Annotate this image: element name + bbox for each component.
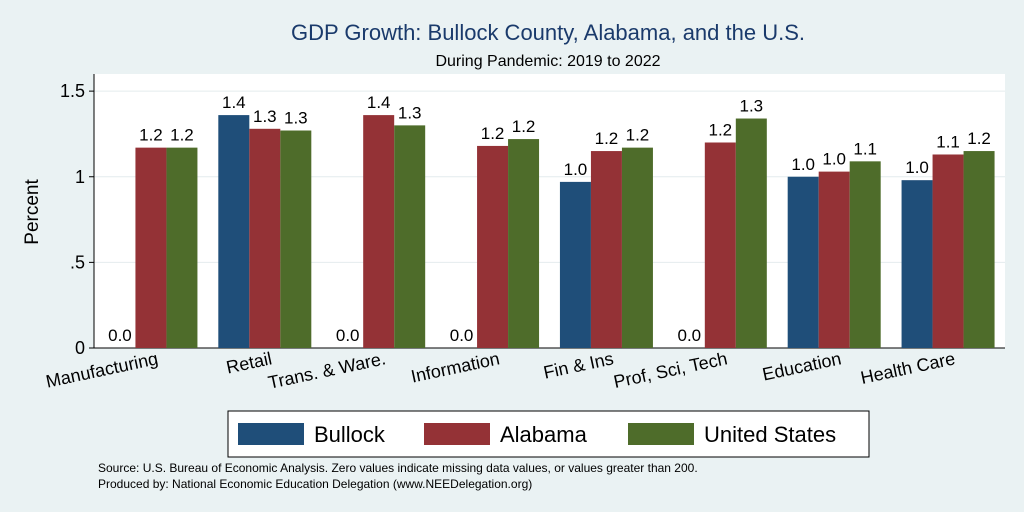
data-label: 0.0 — [108, 326, 132, 345]
x-category-label: Fin & Ins — [542, 348, 616, 382]
x-category-label: Health Care — [859, 348, 957, 388]
source-note: Source: U.S. Bureau of Economic Analysis… — [98, 461, 698, 475]
data-label: 1.4 — [367, 93, 391, 112]
data-label: 1.2 — [626, 126, 650, 145]
bar — [363, 115, 395, 348]
legend-swatch — [424, 423, 490, 445]
bar — [787, 176, 819, 348]
bar — [508, 139, 540, 348]
x-category-label: Manufacturing — [44, 348, 160, 391]
legend-label: Bullock — [314, 422, 386, 447]
bar — [135, 147, 167, 348]
bar — [621, 147, 653, 348]
chart-subtitle: During Pandemic: 2019 to 2022 — [435, 53, 660, 70]
bar — [704, 142, 736, 348]
x-category-label: Trans. & Ware. — [266, 348, 387, 392]
legend-swatch — [238, 423, 304, 445]
bar — [590, 151, 622, 348]
bar — [218, 115, 250, 348]
data-label: 1.0 — [791, 155, 815, 174]
data-label: 1.1 — [936, 132, 960, 151]
legend: Bullock Alabama United States — [227, 410, 870, 458]
bar — [166, 147, 198, 348]
bar — [963, 151, 995, 348]
data-label: 1.3 — [253, 107, 277, 126]
bar — [932, 154, 964, 348]
x-category-label: Prof, Sci, Tech — [612, 348, 729, 392]
bar — [477, 145, 509, 348]
data-label: 1.3 — [398, 103, 422, 122]
chart-title: GDP Growth: Bullock County, Alabama, and… — [291, 20, 805, 45]
y-axis-label: Percent — [22, 179, 43, 245]
data-label: 0.0 — [677, 326, 701, 345]
bar — [559, 181, 591, 348]
data-label: 1.2 — [481, 124, 505, 143]
bar — [249, 128, 281, 348]
x-category-label: Education — [761, 348, 843, 384]
data-label: 0.0 — [450, 326, 474, 345]
legend-label: United States — [704, 422, 836, 447]
legend-label: Alabama — [500, 422, 588, 447]
bar — [901, 180, 933, 348]
data-label: 1.2 — [512, 117, 536, 136]
producer-note: Produced by: National Economic Education… — [98, 477, 532, 491]
bar — [280, 130, 312, 348]
data-label: 1.2 — [170, 126, 194, 145]
data-label: 1.3 — [739, 97, 763, 116]
y-axis: 0 .5 1 1.5 — [60, 74, 1005, 358]
data-label: 1.0 — [822, 150, 846, 169]
bars — [135, 115, 995, 349]
data-label: 0.0 — [336, 326, 360, 345]
bar — [849, 161, 881, 348]
data-label: 1.0 — [905, 158, 929, 177]
data-label: 1.2 — [708, 121, 732, 140]
y-tick-label: 0 — [75, 338, 85, 358]
data-label: 1.2 — [595, 129, 619, 148]
legend-box — [227, 410, 870, 458]
x-category-label: Information — [409, 348, 501, 386]
data-label: 1.3 — [284, 109, 308, 128]
y-tick-label: 1.5 — [60, 81, 85, 101]
data-labels: 0.0 1.2 1.2 1.4 1.3 1.3 0.0 1.4 1.3 0.0 1.2 1.2 1.0 1… — [108, 93, 991, 345]
y-tick-label: 1 — [75, 167, 85, 187]
legend-swatch — [628, 423, 694, 445]
data-label: 1.1 — [853, 139, 877, 158]
bar — [394, 125, 426, 348]
bar — [818, 171, 850, 348]
bar — [735, 118, 767, 349]
data-label: 1.2 — [139, 126, 163, 145]
y-tick-label: .5 — [70, 252, 85, 272]
data-label: 1.0 — [564, 160, 588, 179]
data-label: 1.4 — [222, 93, 246, 112]
data-label: 1.2 — [967, 129, 991, 148]
